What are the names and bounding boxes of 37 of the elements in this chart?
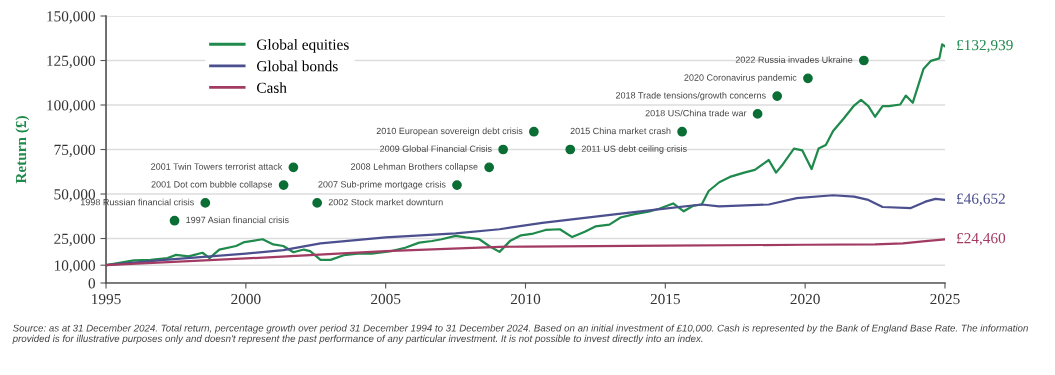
legend-label: Global equities (256, 39, 349, 53)
y-tick-label: 0 (88, 278, 96, 289)
data-label: £132,939 (956, 39, 1013, 53)
x-tick-label: 2025 (930, 293, 960, 305)
annotation: 2009 Global Financial Crisis (380, 145, 492, 152)
annotation: 2008 Lehman Brothers collapse (351, 163, 478, 172)
annotation: 2020 Coronavirus pandemic (684, 74, 797, 83)
x-tick-label: 1995 (92, 293, 121, 305)
annotation: 2015 China market crash (570, 127, 671, 135)
y-tick-label: 25,000 (54, 233, 96, 247)
x-tick-label: 2005 (371, 293, 401, 305)
y-tick-label: 100,000 (47, 100, 96, 113)
x-tick-label: 2015 (650, 293, 680, 305)
annotation: 2010 European sovereign debt crisis (376, 127, 523, 136)
legend-label: Global bonds (256, 60, 338, 72)
annotation: 2018 Trade tensions/growth concerns (615, 91, 766, 101)
y-tick-label: 10,000 (54, 260, 96, 273)
annotation: 2022 Russia invades Ukraine (735, 56, 853, 63)
y-tick-label: 125,000 (47, 55, 96, 69)
source-note: Source: as at 31 December 2024. Total return, percentage growth over period 31 December 1994 to 31 December 2024. Based on an initial investment of £10,000. Cash is represented by the Bank of England Base Rate. The information provided is for illustrative purposes only and doesn't represent the past performance of any particular investment. It is not possible to invest directly into an index. (12, 324, 1028, 344)
data-label: £24,460 (956, 232, 1006, 246)
annotation: 2001 Twin Towers terrorist attack (151, 163, 283, 170)
annotation: 2007 Sub-prime mortgage crisis (318, 180, 446, 190)
line-series (106, 238, 945, 267)
y-axis-title: Return (£) (15, 116, 30, 184)
annotation: 2001 Dot com bubble collapse (151, 180, 273, 190)
annotation: 1997 Asian financial crisis (186, 216, 289, 224)
y-tick-label: 75,000 (54, 144, 96, 158)
data-label: £46,652 (956, 193, 1005, 206)
annotation: 2002 Stock market downturn (328, 198, 443, 206)
x-tick-label: 2000 (231, 293, 261, 305)
legend-label: Cash (256, 82, 287, 93)
y-tick-label: 150,000 (47, 11, 96, 24)
x-tick-label: 2010 (510, 293, 541, 305)
annotation: 2011 US debt ceiling crisis (581, 145, 687, 154)
x-tick-label: 2020 (790, 293, 820, 305)
annotation: 2018 US/China trade war (645, 109, 747, 117)
